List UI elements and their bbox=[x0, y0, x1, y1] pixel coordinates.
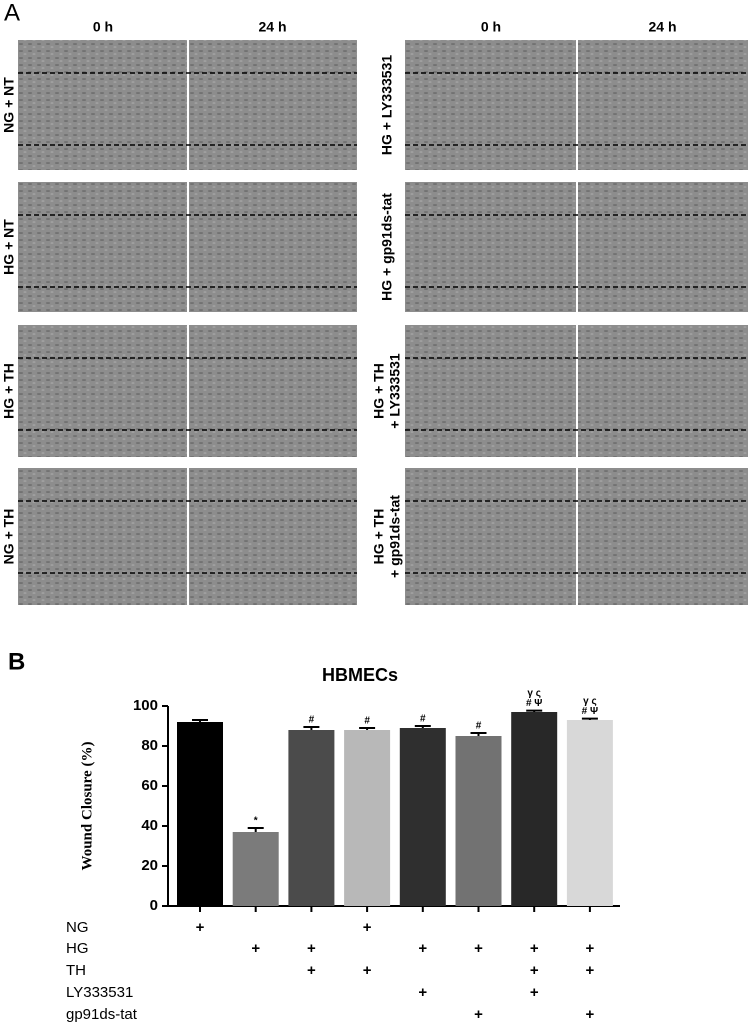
micrograph bbox=[189, 325, 357, 457]
panel-label: A bbox=[4, 0, 20, 26]
y-axis-label: Wound Closure (%) bbox=[79, 742, 95, 871]
treatment-label: NG bbox=[66, 919, 89, 936]
micrograph bbox=[578, 40, 748, 170]
micrograph bbox=[18, 325, 187, 457]
micrograph bbox=[405, 325, 576, 457]
treatment-mark: + bbox=[586, 962, 595, 979]
row-label: + gp91ds-tat bbox=[387, 495, 403, 578]
bar bbox=[566, 720, 613, 906]
chart-title: HBMECs bbox=[322, 665, 398, 685]
error-bar bbox=[303, 726, 320, 730]
column-header: 0 h bbox=[93, 19, 113, 35]
micrograph bbox=[578, 468, 748, 605]
bar bbox=[232, 832, 279, 906]
bar bbox=[288, 730, 335, 906]
micrograph bbox=[18, 468, 187, 605]
treatment-mark: + bbox=[418, 984, 427, 1001]
row-label: NG + NT bbox=[1, 77, 17, 133]
y-tick-label: 60 bbox=[141, 777, 158, 794]
row-label: HG + NT bbox=[1, 219, 17, 275]
micrograph bbox=[405, 468, 576, 605]
treatment-mark: + bbox=[251, 940, 260, 957]
column-header: 24 h bbox=[648, 19, 676, 35]
row-label: + LY333531 bbox=[387, 353, 403, 429]
error-bar bbox=[192, 719, 208, 722]
significance: # Ψ bbox=[582, 706, 598, 717]
treatment-mark: + bbox=[363, 962, 372, 979]
micrograph bbox=[18, 40, 187, 170]
significance: # bbox=[476, 721, 482, 732]
micrograph bbox=[189, 40, 357, 170]
panel-label: B bbox=[8, 648, 25, 675]
error-bar bbox=[247, 827, 264, 832]
treatment-mark: + bbox=[530, 984, 539, 1001]
y-tick-label: 0 bbox=[150, 897, 158, 914]
treatment-label: TH bbox=[66, 962, 86, 979]
treatment-mark: + bbox=[196, 919, 205, 936]
treatment-label: gp91ds-tat bbox=[66, 1006, 138, 1023]
y-tick-label: 80 bbox=[141, 737, 158, 754]
bar bbox=[455, 736, 502, 906]
treatment-mark: + bbox=[307, 962, 316, 979]
significance: γ ς bbox=[583, 696, 597, 707]
bar bbox=[399, 728, 446, 906]
error-bar bbox=[414, 725, 431, 728]
row-label: HG + TH bbox=[1, 363, 17, 419]
bar bbox=[177, 722, 223, 906]
micrograph bbox=[405, 182, 576, 312]
significance: # bbox=[309, 715, 315, 726]
error-bar bbox=[581, 717, 598, 720]
significance: * bbox=[254, 816, 258, 827]
error-bar bbox=[470, 732, 487, 736]
row-label: HG + gp91ds-tat bbox=[379, 193, 395, 301]
column-header: 0 h bbox=[481, 19, 501, 35]
significance: # bbox=[420, 714, 426, 725]
treatment-mark: + bbox=[586, 1006, 595, 1023]
micrograph bbox=[18, 182, 187, 312]
micrograph bbox=[189, 468, 357, 605]
micrograph bbox=[405, 40, 576, 170]
treatment-mark: + bbox=[418, 940, 427, 957]
error-bar bbox=[359, 727, 376, 730]
treatment-mark: + bbox=[586, 940, 595, 957]
significance: # Ψ bbox=[526, 698, 542, 709]
significance: γ ς bbox=[527, 688, 541, 699]
row-label: NG + TH bbox=[1, 509, 17, 565]
treatment-mark: + bbox=[307, 940, 316, 957]
bar bbox=[344, 730, 391, 906]
treatment-mark: + bbox=[474, 940, 483, 957]
row-label: HG + TH bbox=[371, 509, 387, 565]
treatment-mark: + bbox=[474, 1006, 483, 1023]
bar bbox=[511, 712, 558, 906]
row-label: HG + LY333531 bbox=[379, 55, 395, 155]
y-tick-label: 20 bbox=[141, 857, 158, 874]
error-bar bbox=[526, 709, 543, 712]
y-tick-label: 40 bbox=[141, 817, 158, 834]
treatment-label: LY333531 bbox=[66, 984, 133, 1001]
y-tick-label: 100 bbox=[133, 697, 158, 714]
treatment-mark: + bbox=[530, 940, 539, 957]
treatment-mark: + bbox=[363, 919, 372, 936]
micrograph bbox=[578, 182, 748, 312]
micrograph bbox=[189, 182, 357, 312]
treatment-mark: + bbox=[530, 962, 539, 979]
significance: # bbox=[364, 716, 370, 727]
micrograph bbox=[578, 325, 748, 457]
treatment-label: HG bbox=[66, 940, 89, 957]
column-header: 24 h bbox=[258, 19, 286, 35]
row-label: HG + TH bbox=[371, 363, 387, 419]
